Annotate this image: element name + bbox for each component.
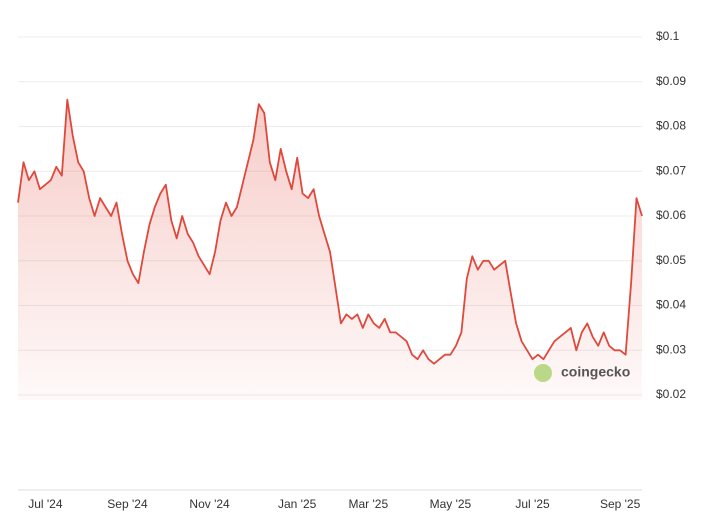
- y-tick-label: $0.08: [656, 119, 686, 133]
- x-tick-label: Jan '25: [278, 497, 317, 511]
- y-tick-label: $0.1: [656, 29, 680, 43]
- x-tick-label: May '25: [430, 497, 472, 511]
- x-tick-label: Nov '24: [189, 497, 230, 511]
- area: [18, 99, 642, 400]
- watermark: coingecko: [534, 364, 630, 382]
- x-tick-label: Sep '25: [600, 497, 641, 511]
- x-tick-label: Jul '25: [515, 497, 550, 511]
- price-line: [17, 98, 643, 365]
- watermark-text: coingecko: [561, 364, 630, 380]
- y-tick-label: $0.06: [656, 208, 686, 222]
- y-tick-label: $0.05: [656, 253, 686, 267]
- y-tick-label: $0.02: [656, 387, 686, 401]
- y-tick-label: $0.04: [656, 298, 686, 312]
- x-tick-label: Sep '24: [107, 497, 148, 511]
- y-tick-label: $0.03: [656, 342, 686, 356]
- x-tick-label: Jul '24: [28, 497, 63, 511]
- x-tick-label: Mar '25: [348, 497, 388, 511]
- y-tick-label: $0.09: [656, 74, 686, 88]
- logo: [534, 364, 552, 382]
- y-tick-label: $0.07: [656, 163, 686, 177]
